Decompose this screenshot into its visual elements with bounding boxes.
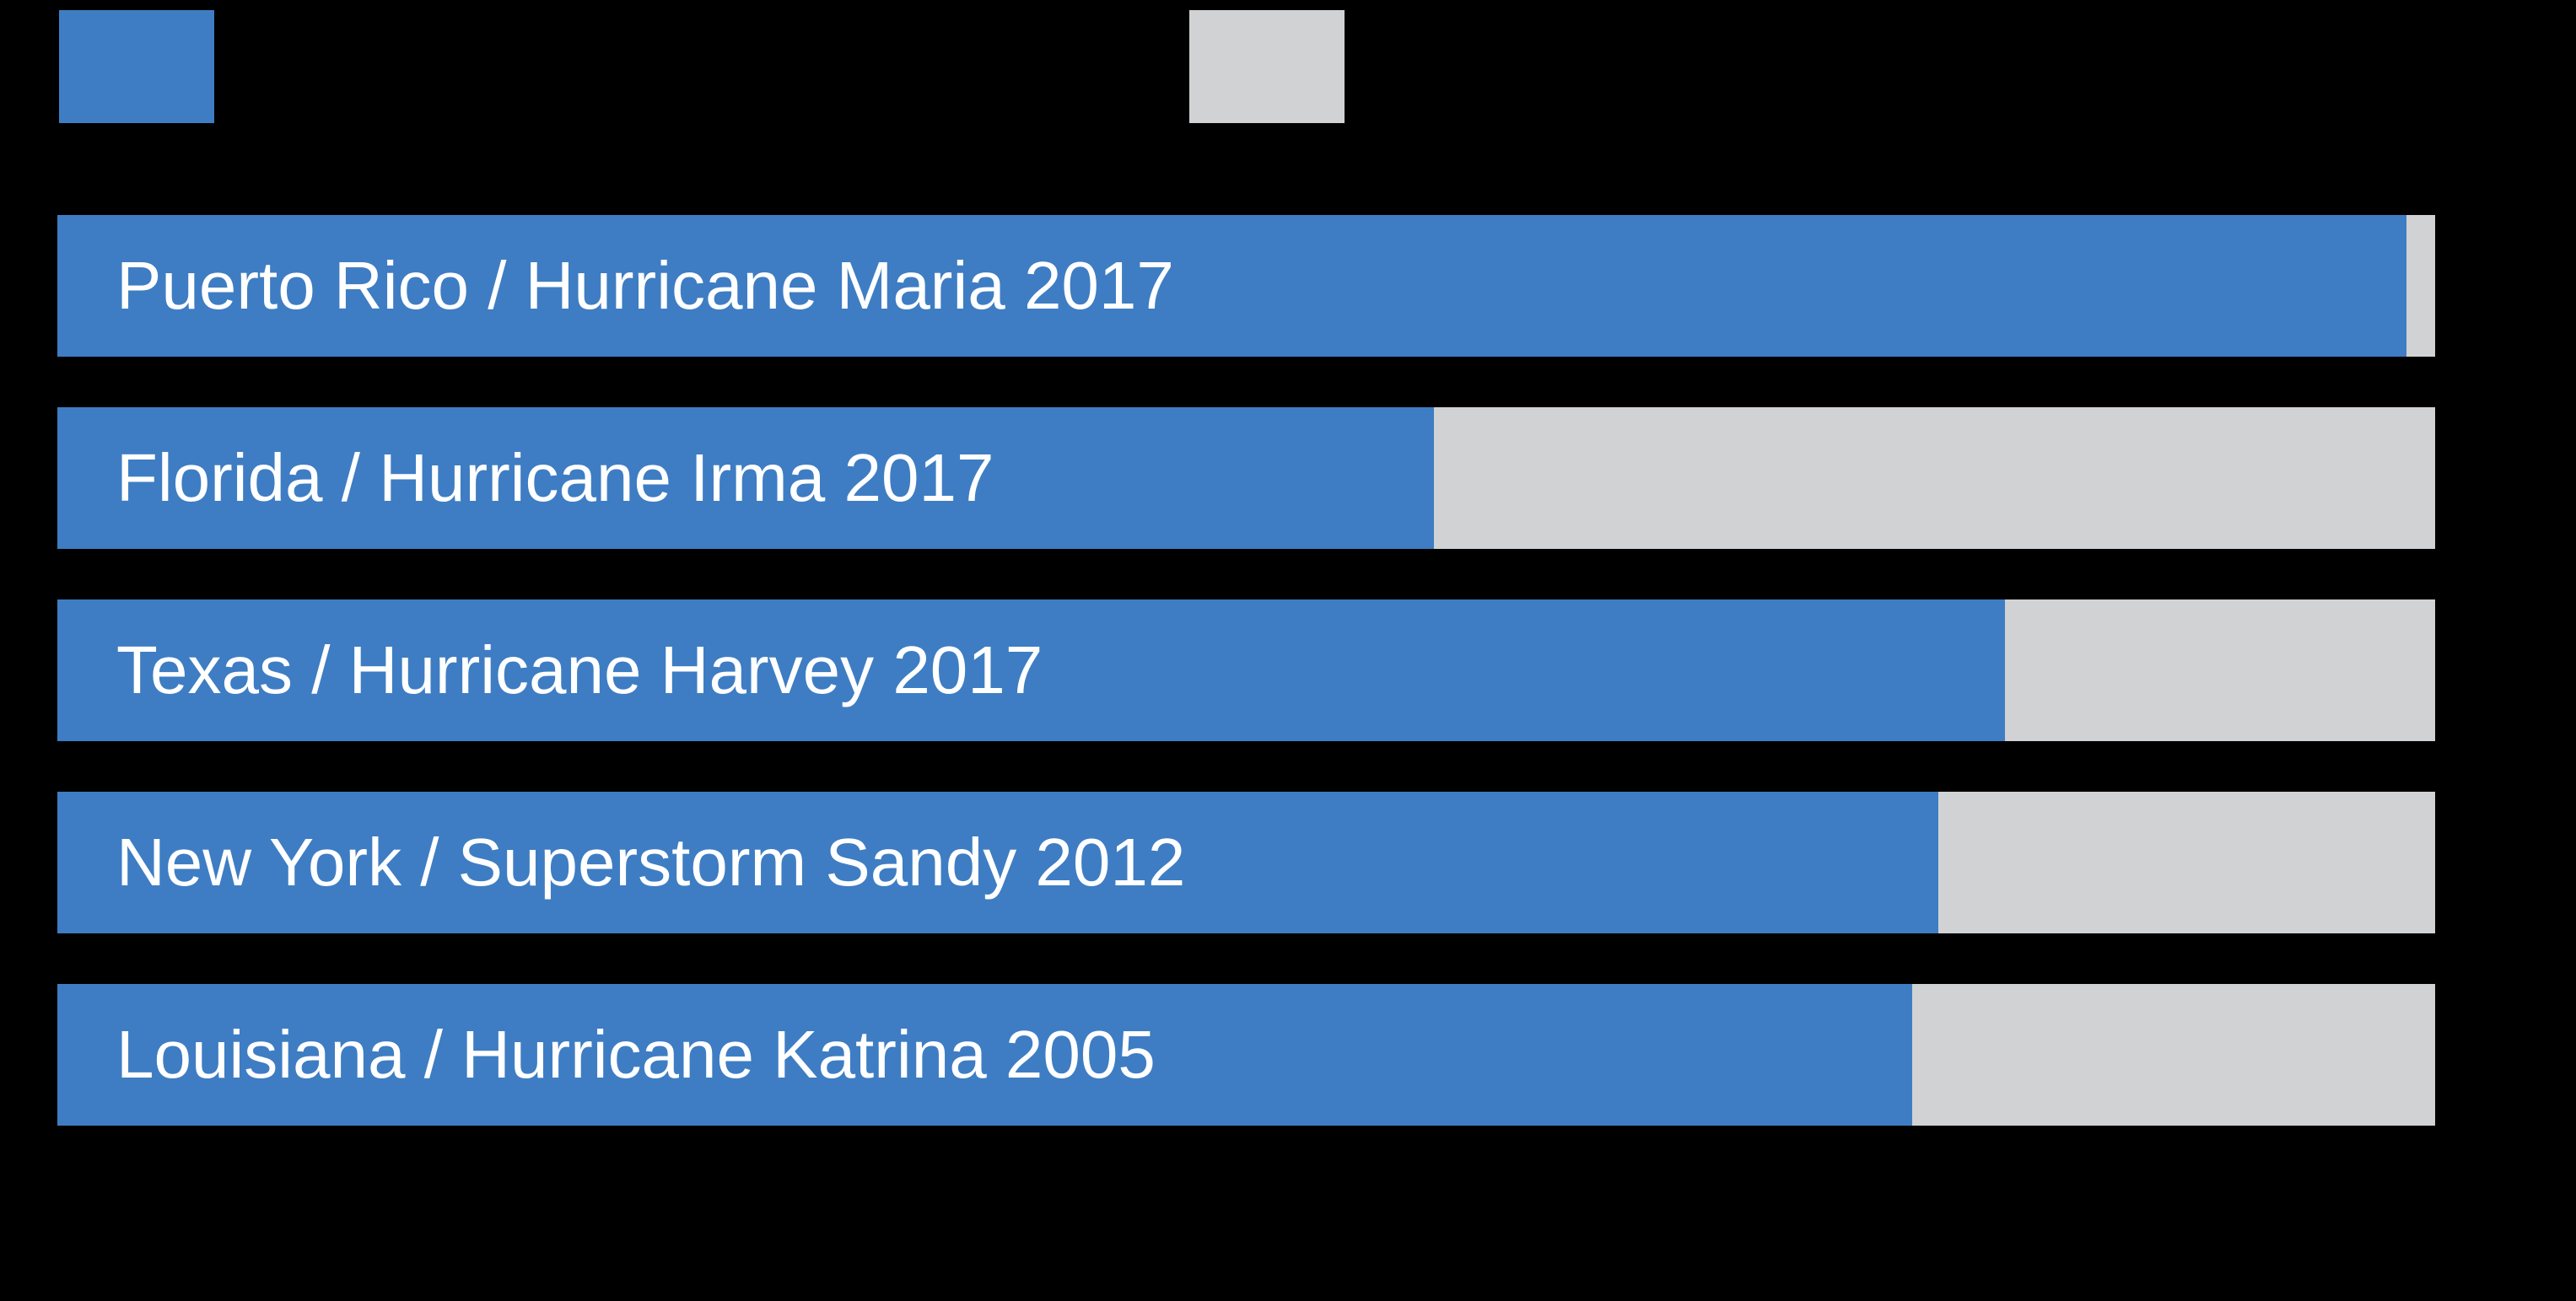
bar-row: New York / Superstorm Sandy 2012 — [57, 792, 2435, 933]
legend-swatch-series-2 — [1189, 10, 1345, 123]
bar-row: Texas / Hurricane Harvey 2017 — [57, 599, 2435, 741]
legend-swatch-series-1 — [59, 10, 214, 123]
bar-row: Puerto Rico / Hurricane Maria 2017 — [57, 215, 2435, 357]
bar-row: Florida / Hurricane Irma 2017 — [57, 407, 2435, 549]
bar-label: Louisiana / Hurricane Katrina 2005 — [116, 1017, 1156, 1092]
bar-label: Florida / Hurricane Irma 2017 — [116, 440, 994, 515]
bar-segment-series-2 — [1937, 792, 2435, 933]
bar-segment-series-2 — [2004, 599, 2435, 741]
bar-segment-series-2 — [1911, 984, 2435, 1126]
bar-segment-series-2 — [2406, 215, 2435, 357]
bar-label: New York / Superstorm Sandy 2012 — [116, 825, 1186, 900]
bar-segment-series-1: Puerto Rico / Hurricane Maria 2017 — [57, 215, 2407, 357]
bar-segment-series-1: New York / Superstorm Sandy 2012 — [57, 792, 1938, 933]
bar-label: Puerto Rico / Hurricane Maria 2017 — [116, 248, 1174, 323]
bar-row: Louisiana / Hurricane Katrina 2005 — [57, 984, 2435, 1126]
bar-segment-series-1: Florida / Hurricane Irma 2017 — [57, 407, 1435, 549]
bar-segment-series-1: Louisiana / Hurricane Katrina 2005 — [57, 984, 1912, 1126]
bar-segment-series-1: Texas / Hurricane Harvey 2017 — [57, 599, 2005, 741]
bar-segment-series-2 — [1434, 407, 2435, 549]
bar-label: Texas / Hurricane Harvey 2017 — [116, 632, 1043, 707]
